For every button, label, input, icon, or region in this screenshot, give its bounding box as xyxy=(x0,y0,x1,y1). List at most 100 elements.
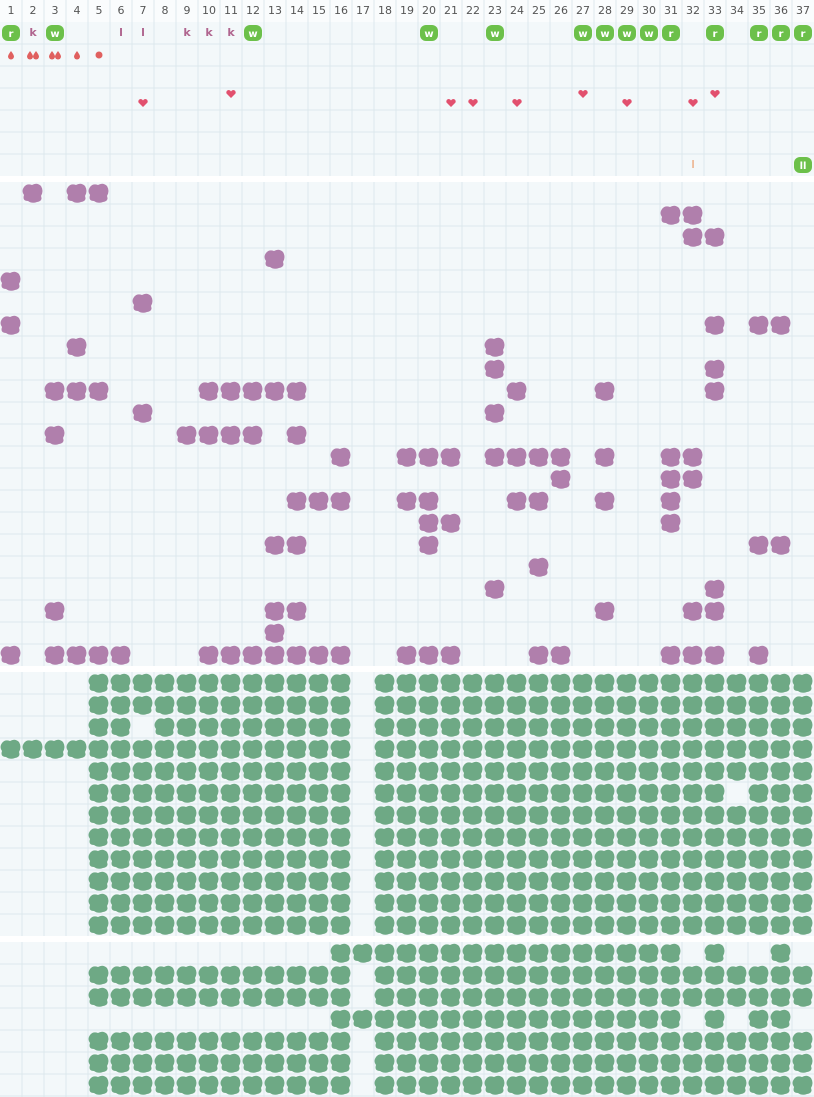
blob xyxy=(704,827,725,847)
blob xyxy=(374,871,395,891)
blob xyxy=(242,1075,263,1095)
blob xyxy=(528,447,549,467)
blob xyxy=(682,1031,703,1051)
blob xyxy=(220,425,241,445)
badge-label: r xyxy=(779,29,784,40)
blob xyxy=(726,1053,747,1073)
badge-label: w xyxy=(424,29,433,40)
blob xyxy=(220,717,241,737)
blob xyxy=(330,695,351,715)
blob xyxy=(792,761,813,781)
blob xyxy=(440,739,461,759)
blob xyxy=(176,1053,197,1073)
blob xyxy=(154,695,175,715)
blob xyxy=(198,849,219,869)
blob xyxy=(396,805,417,825)
blob xyxy=(396,739,417,759)
blob xyxy=(748,1053,769,1073)
blob xyxy=(462,805,483,825)
blob xyxy=(660,915,681,935)
blob xyxy=(594,695,615,715)
blob xyxy=(704,893,725,913)
blob xyxy=(440,849,461,869)
blob xyxy=(440,915,461,935)
blob xyxy=(770,1075,791,1095)
blob xyxy=(572,943,593,963)
column-number: 27 xyxy=(576,4,590,17)
blob xyxy=(374,783,395,803)
blob xyxy=(440,1009,461,1029)
blob xyxy=(418,1075,439,1095)
blob xyxy=(770,893,791,913)
blob xyxy=(418,1053,439,1073)
blob xyxy=(792,871,813,891)
blob xyxy=(462,827,483,847)
blob xyxy=(528,1031,549,1051)
blob xyxy=(308,805,329,825)
blob xyxy=(726,849,747,869)
blob xyxy=(748,827,769,847)
badge xyxy=(420,25,438,41)
badge xyxy=(618,25,636,41)
blob xyxy=(396,491,417,511)
blob xyxy=(506,1053,527,1073)
blob xyxy=(484,1009,505,1029)
blob xyxy=(572,1031,593,1051)
blob xyxy=(374,1009,395,1029)
blob xyxy=(286,893,307,913)
blob xyxy=(220,827,241,847)
blob xyxy=(792,695,813,715)
blob xyxy=(726,761,747,781)
blob xyxy=(770,761,791,781)
blob xyxy=(550,805,571,825)
blob xyxy=(264,827,285,847)
blob xyxy=(506,893,527,913)
blob xyxy=(88,381,109,401)
blob xyxy=(374,965,395,985)
blob xyxy=(660,805,681,825)
blob xyxy=(440,1053,461,1073)
blob xyxy=(660,447,681,467)
blob xyxy=(550,695,571,715)
blob xyxy=(132,871,153,891)
blob xyxy=(770,1031,791,1051)
blob xyxy=(550,1009,571,1029)
column-number: 5 xyxy=(96,4,103,17)
blob xyxy=(352,1009,373,1029)
blob xyxy=(528,987,549,1007)
blob xyxy=(154,761,175,781)
blob xyxy=(242,987,263,1007)
blob xyxy=(242,695,263,715)
blob xyxy=(550,717,571,737)
heart-icon xyxy=(468,99,478,107)
blob xyxy=(550,447,571,467)
blob xyxy=(286,871,307,891)
blob xyxy=(396,893,417,913)
blob xyxy=(418,673,439,693)
blob xyxy=(330,871,351,891)
blob xyxy=(286,739,307,759)
blob xyxy=(550,761,571,781)
blob xyxy=(396,695,417,715)
blob xyxy=(220,805,241,825)
blob xyxy=(484,359,505,379)
blob xyxy=(770,987,791,1007)
column-number: 20 xyxy=(422,4,436,17)
blob xyxy=(462,965,483,985)
column-number: 28 xyxy=(598,4,612,17)
blob xyxy=(286,1031,307,1051)
blob xyxy=(132,783,153,803)
blob xyxy=(594,805,615,825)
blob xyxy=(88,1053,109,1073)
blob xyxy=(616,871,637,891)
blob xyxy=(638,987,659,1007)
blob xyxy=(198,381,219,401)
blob xyxy=(550,469,571,489)
blob xyxy=(682,739,703,759)
column-number: 19 xyxy=(400,4,414,17)
blob xyxy=(88,673,109,693)
blob xyxy=(22,739,43,759)
blob xyxy=(264,739,285,759)
blob xyxy=(132,827,153,847)
blob xyxy=(88,645,109,665)
